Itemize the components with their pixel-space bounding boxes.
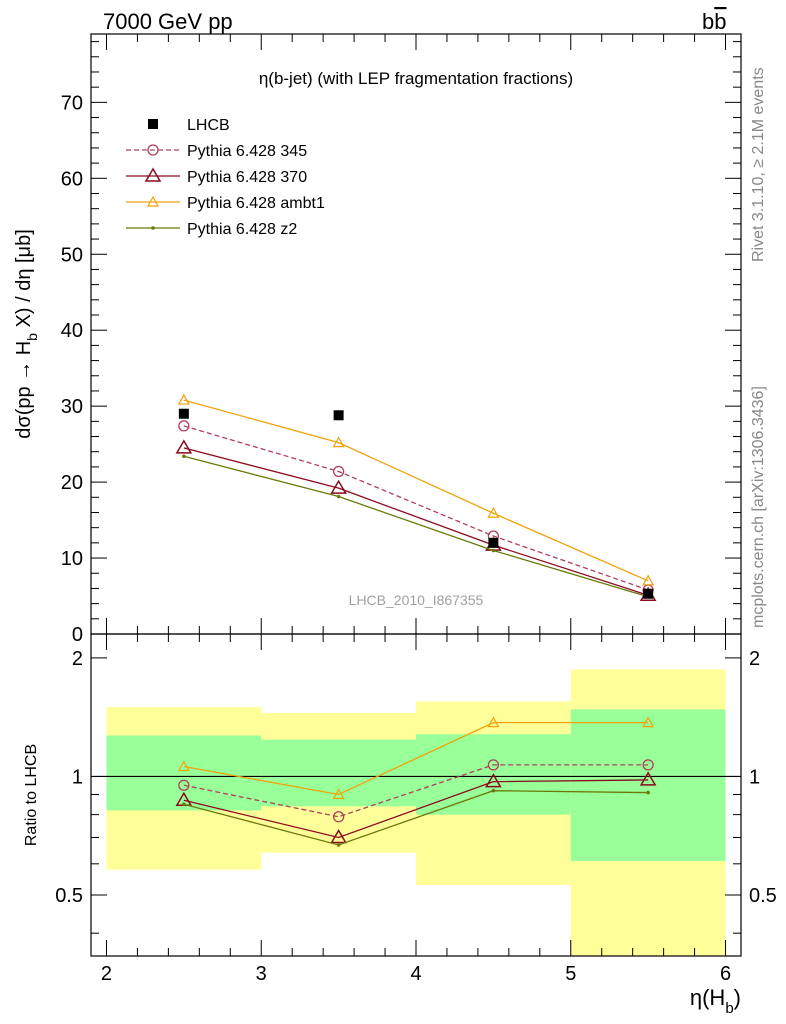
legend-marker-lhcb: [148, 119, 158, 129]
ratio-series-0-point: [642, 759, 654, 771]
mcplots-label: mcplots.cern.ch [arXiv:1306.3436]: [750, 386, 767, 628]
ratio-series-3-point: [182, 802, 186, 807]
main-series-line-2: [183, 399, 649, 582]
header-right-bbar: b: [714, 9, 726, 34]
x-label-sub: b: [725, 1000, 733, 1017]
x-label-pre: η(H: [690, 985, 725, 1010]
y-tick-label: 30: [61, 396, 83, 418]
ratio-panel-data: [175, 716, 657, 847]
main-series-2-point: [487, 507, 500, 518]
header-right-b: b: [702, 9, 714, 34]
legend-label-0: Pythia 6.428 345: [187, 143, 307, 160]
main-series-line-0: [183, 425, 649, 591]
ratio-series-line-2: [183, 721, 649, 796]
ratio-series-2-point: [487, 716, 500, 728]
ratio-y-tick-label: 2: [72, 648, 83, 670]
y-tick-label: 70: [61, 92, 83, 114]
ratio-series-2-point: [177, 760, 190, 772]
main-series-3-point: [336, 494, 341, 499]
x-tick-label: 6: [720, 963, 731, 985]
lhcb-data-point: [333, 410, 344, 421]
ratio-y-tick-label: 1: [72, 766, 83, 788]
main-y-label-pre: dσ(pp → H: [13, 341, 35, 439]
ratio-panel-axes: 2 3 4 5 6 0.5 0.5 1 1 2 2: [55, 633, 777, 985]
ratio-series-0-point: [332, 811, 345, 823]
x-tick-label: 5: [565, 963, 576, 985]
x-tick-label: 3: [256, 963, 267, 985]
legend-marker-0: [147, 144, 159, 156]
main-series-0-point: [332, 465, 345, 478]
main-series-line-3: [183, 455, 649, 598]
y-tick-label: 0: [72, 624, 83, 646]
main-y-label-post: X) / dη [μb]: [13, 229, 35, 333]
ratio-series-3-point: [646, 790, 650, 795]
main-series-0-point: [178, 420, 190, 432]
ratio-series-3-point: [491, 788, 496, 793]
main-series-2-point: [177, 393, 190, 405]
x-label-post: ): [734, 985, 741, 1010]
ratio-uncertainty-bands: [106, 669, 726, 956]
ratio-series-line-3: [183, 790, 649, 846]
x-tick-label: 4: [410, 963, 421, 985]
main-panel-axes: 0 10 20 30 40 50 60 70: [61, 33, 742, 646]
main-series-3-point: [182, 454, 186, 459]
ratio-y-axis-label: Ratio to LHCB: [23, 744, 40, 846]
y-tick-label: 40: [61, 320, 83, 342]
green-band-0: [106, 735, 262, 811]
x-tick-label: 2: [101, 963, 112, 985]
lhcb-data-point: [178, 408, 189, 419]
main-series-line-1: [183, 447, 649, 596]
lhcb-data-point: [643, 588, 654, 599]
y-tick-label: 60: [61, 168, 83, 190]
lhcb-data-point: [488, 537, 499, 548]
legend: LHCB Pythia 6.428 345 Pythia 6.428 370 Pyth…: [126, 117, 325, 238]
rivet-label: Rivet 3.1.10, ≥ 2.1M events: [750, 67, 767, 262]
ratio-y-tick-label-right: 1: [749, 766, 760, 788]
main-y-label-sub: b: [24, 333, 40, 341]
ratio-y-tick-label-right: 0.5: [749, 885, 777, 907]
main-series-2-point: [332, 436, 345, 448]
ratio-series-3-point: [336, 843, 341, 847]
main-y-axis-label: dσ(pp → Hb X) / dη [μb]: [13, 229, 40, 439]
legend-marker-3: [151, 226, 155, 230]
y-tick-label: 10: [61, 548, 83, 570]
main-chart-title: η(b-jet) (with LEP fragmentation fractio…: [259, 69, 573, 88]
ratio-series-1-point: [485, 773, 502, 788]
header-right: bb: [702, 9, 727, 34]
header-left: 7000 GeV pp: [103, 9, 233, 34]
ratio-series-2-point: [332, 788, 345, 800]
main-series-1-point: [175, 439, 193, 454]
legend-label-1: Pythia 6.428 370: [187, 169, 307, 186]
legend-label-2: Pythia 6.428 ambt1: [187, 195, 325, 212]
legend-marker-2: [146, 195, 160, 207]
legend-label-3: Pythia 6.428 z2: [187, 221, 297, 238]
legend-marker-1: [144, 167, 162, 182]
analysis-watermark: LHCB_2010_I867355: [349, 592, 484, 608]
ratio-y-tick-label-right: 2: [749, 648, 760, 670]
main-panel-data: [175, 393, 657, 602]
legend-label-lhcb: LHCB: [187, 117, 230, 134]
green-band-1: [261, 739, 416, 807]
main-series-2-point: [642, 574, 655, 586]
y-tick-label: 50: [61, 244, 83, 266]
ratio-series-0-point: [178, 779, 190, 791]
y-tick-label: 20: [61, 472, 83, 494]
main-series-1-point: [330, 479, 347, 494]
ratio-series-0-point: [487, 759, 500, 771]
main-series-3-point: [491, 548, 496, 553]
ratio-series-1-point: [330, 828, 347, 844]
ratio-series-1-point: [639, 771, 657, 786]
x-axis-label: η(Hb): [690, 985, 741, 1017]
ratio-y-tick-label: 0.5: [55, 885, 83, 907]
ratio-series-line-1: [183, 779, 649, 839]
ratio-series-2-point: [642, 716, 655, 728]
